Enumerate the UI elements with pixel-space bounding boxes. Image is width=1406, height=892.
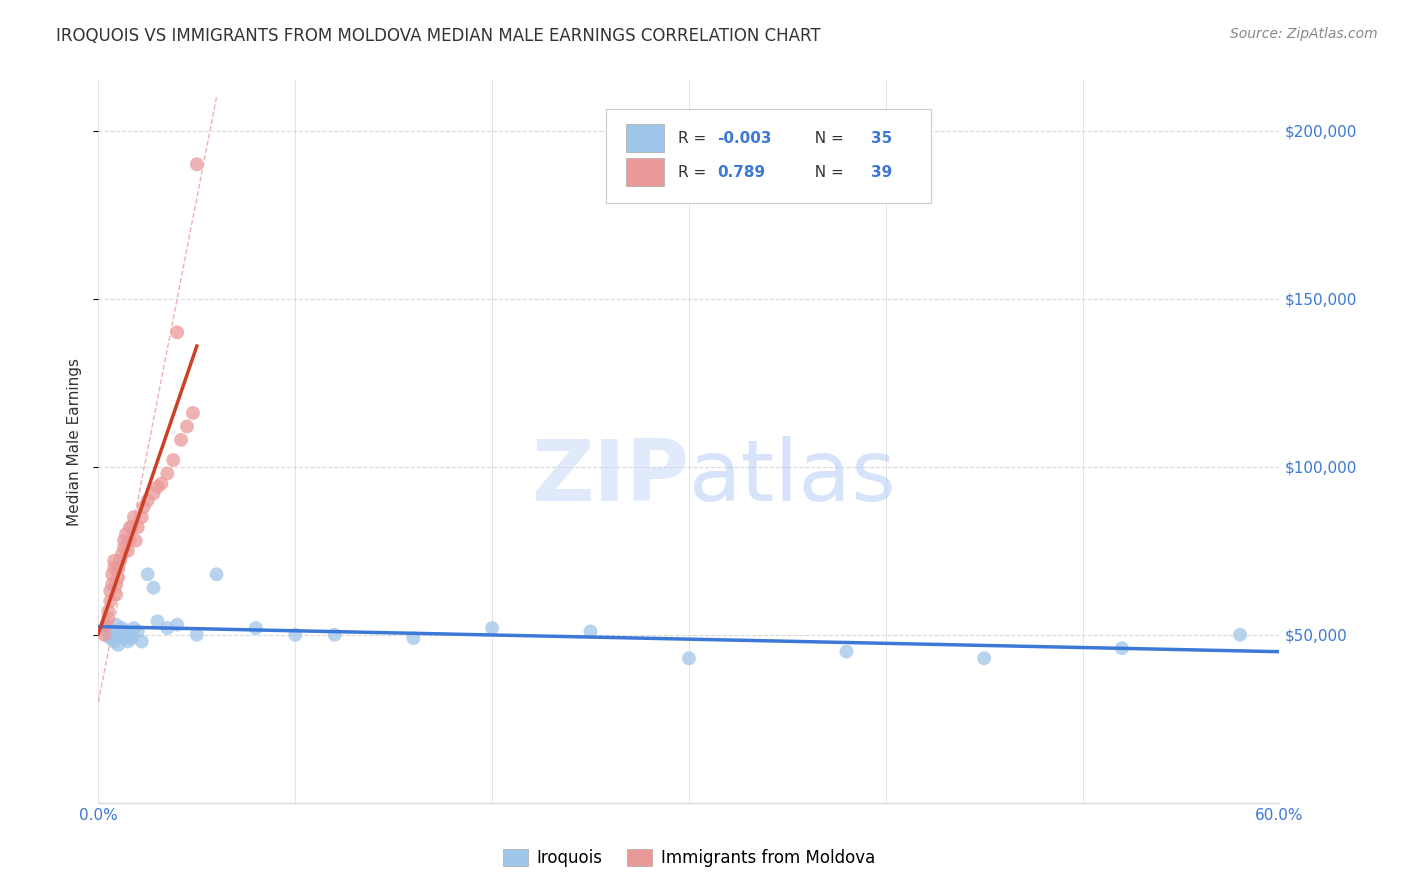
Point xyxy=(835,644,858,658)
Point xyxy=(101,577,124,591)
Point xyxy=(111,547,134,561)
Point xyxy=(186,628,208,642)
Point xyxy=(150,476,173,491)
Point xyxy=(131,510,153,524)
Legend: Iroquois, Immigrants from Moldova: Iroquois, Immigrants from Moldova xyxy=(496,842,882,874)
Point xyxy=(112,533,135,548)
Point xyxy=(98,594,121,608)
Point xyxy=(127,624,149,639)
Point xyxy=(146,480,169,494)
Point xyxy=(136,567,159,582)
Point xyxy=(122,621,145,635)
Text: R =: R = xyxy=(678,164,711,179)
Point xyxy=(121,520,143,534)
Point xyxy=(132,500,155,514)
Bar xyxy=(626,158,664,186)
Point xyxy=(108,628,131,642)
Text: 0.789: 0.789 xyxy=(717,164,765,179)
Point xyxy=(127,520,149,534)
Point xyxy=(107,560,129,574)
Point xyxy=(97,611,120,625)
Point xyxy=(245,621,267,635)
Y-axis label: Median Male Earnings: Median Male Earnings xyxy=(67,358,83,525)
Point xyxy=(481,621,503,635)
Text: 39: 39 xyxy=(870,164,891,179)
Bar xyxy=(626,124,664,152)
Point xyxy=(118,533,141,548)
Point xyxy=(579,624,602,639)
Point xyxy=(136,493,159,508)
Point xyxy=(115,527,138,541)
Point xyxy=(205,567,228,582)
Point xyxy=(118,628,141,642)
Text: Source: ZipAtlas.com: Source: ZipAtlas.com xyxy=(1230,27,1378,41)
Point xyxy=(323,628,346,642)
Text: atlas: atlas xyxy=(689,436,897,519)
Point xyxy=(105,617,128,632)
Point xyxy=(112,541,135,555)
Text: -0.003: -0.003 xyxy=(717,130,772,145)
Point xyxy=(103,554,125,568)
Point xyxy=(93,628,115,642)
Point xyxy=(142,581,165,595)
Point xyxy=(108,554,131,568)
Point xyxy=(973,651,995,665)
Point xyxy=(1111,641,1133,656)
Point xyxy=(96,617,118,632)
Point xyxy=(678,651,700,665)
Point xyxy=(121,631,143,645)
Point xyxy=(142,486,165,500)
Point xyxy=(96,621,118,635)
Point xyxy=(117,634,139,648)
Point xyxy=(117,543,139,558)
Text: ZIP: ZIP xyxy=(531,436,689,519)
Point xyxy=(284,628,307,642)
Point xyxy=(105,587,128,601)
Point xyxy=(166,617,188,632)
Point xyxy=(98,584,121,599)
Point xyxy=(111,621,134,635)
Point xyxy=(170,433,193,447)
Point xyxy=(131,634,153,648)
Point xyxy=(107,571,129,585)
Text: R =: R = xyxy=(678,130,711,145)
Text: N =: N = xyxy=(804,164,848,179)
Point xyxy=(118,520,141,534)
Point xyxy=(166,326,188,340)
Point xyxy=(101,567,124,582)
Point xyxy=(103,634,125,648)
Point xyxy=(101,624,124,639)
FancyBboxPatch shape xyxy=(606,109,931,203)
Point xyxy=(97,604,120,618)
Point xyxy=(162,453,184,467)
Text: IROQUOIS VS IMMIGRANTS FROM MOLDOVA MEDIAN MALE EARNINGS CORRELATION CHART: IROQUOIS VS IMMIGRANTS FROM MOLDOVA MEDI… xyxy=(56,27,821,45)
Point xyxy=(112,631,135,645)
Point xyxy=(122,510,145,524)
Point xyxy=(105,577,128,591)
Point xyxy=(146,615,169,629)
Point xyxy=(125,533,148,548)
Point xyxy=(115,624,138,639)
Point xyxy=(107,638,129,652)
Point xyxy=(156,467,179,481)
Point xyxy=(402,631,425,645)
Point xyxy=(176,419,198,434)
Point xyxy=(1229,628,1251,642)
Point xyxy=(181,406,204,420)
Point xyxy=(103,560,125,574)
Point xyxy=(156,621,179,635)
Point xyxy=(98,631,121,645)
Text: 35: 35 xyxy=(870,130,891,145)
Point xyxy=(186,157,208,171)
Point xyxy=(97,628,120,642)
Text: N =: N = xyxy=(804,130,848,145)
